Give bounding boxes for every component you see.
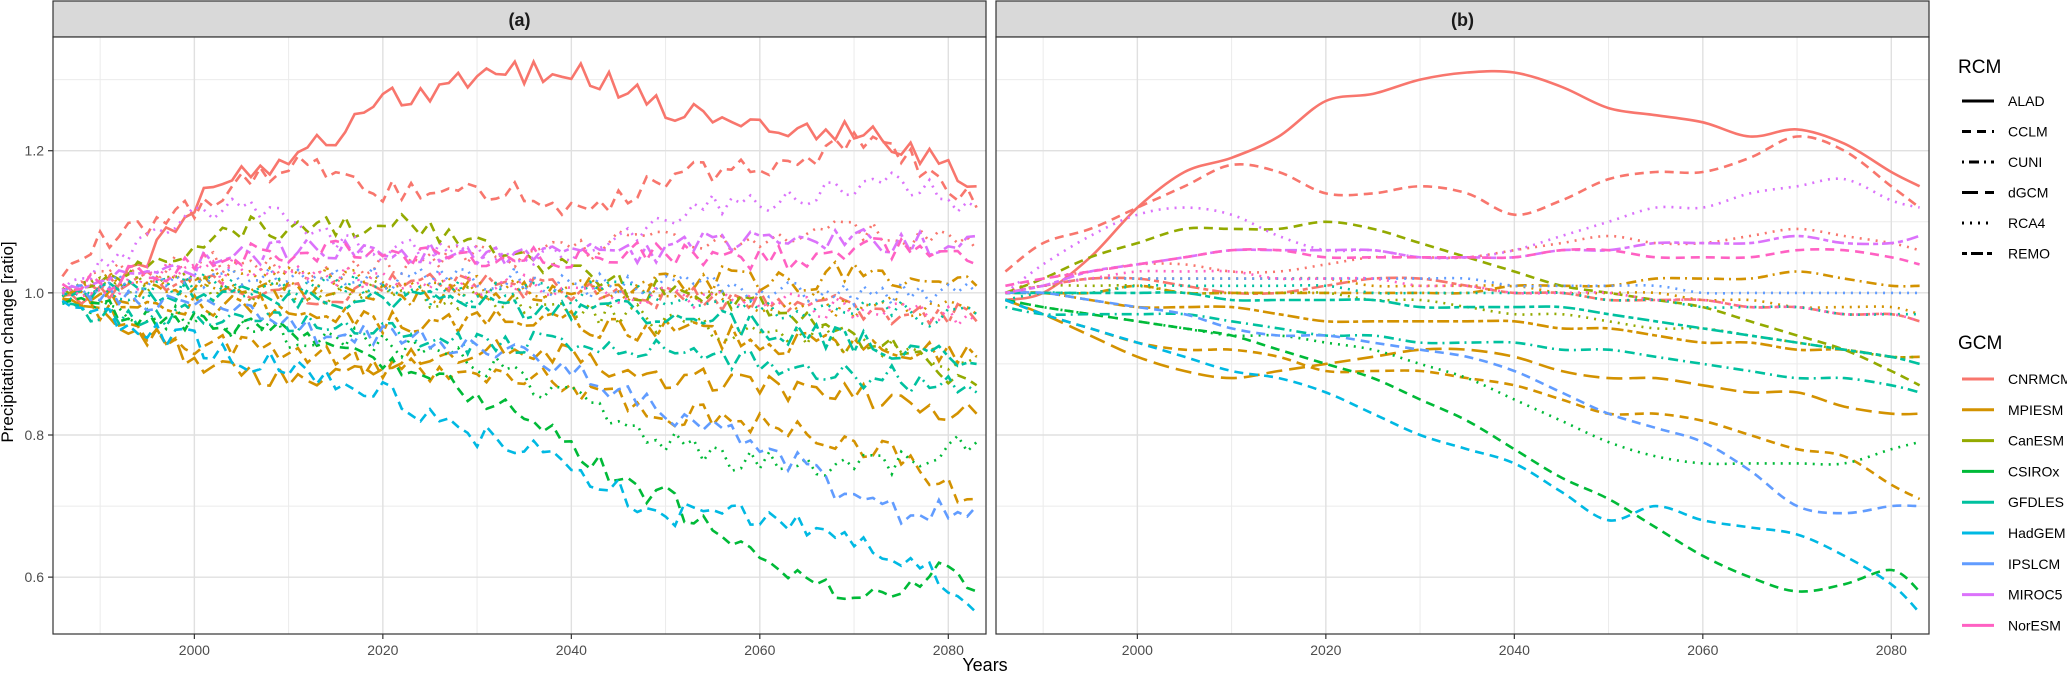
panel-a: (a) 2000 2020 2040 2060 2080 0.6 0.8 1.0 1.2 [25,0,987,658]
legend-gcm-item: NorESM [1962,617,2061,633]
series-line-hadgem-cclm [1004,298,1921,614]
legend-rcm-items: ALAD CCLM CUNI dGCM RCA4 REMO [1962,93,2050,262]
panel-title: (b) [1451,10,1474,30]
panel-strip [52,0,987,38]
legend-gcm-item: CanESM [1962,433,2064,449]
series-line-csirox-rca4 [61,293,978,478]
legend-rcm-label: ALAD [2008,93,2045,109]
series-lines [1004,69,1921,614]
series-line-mpiesm-cclm [62,297,977,504]
legend-gcm-label: IPSLCM [2008,556,2060,572]
y-tick-label: 1.2 [25,143,45,159]
series-line-ipslcm-cclm [61,284,978,526]
series-line-cnrmcm-cclm [1004,135,1921,273]
x-axis-label: Years [962,655,1007,675]
series-line-csirox-cclm [1005,298,1921,593]
series-line-mpiesm-cuni [1005,270,1920,295]
y-axis-ticks: 0.6 0.8 1.0 1.2 [25,143,53,585]
legend-gcm-item: GFDLES [1962,494,2064,510]
panel-background [996,37,1929,634]
panel-border [52,36,987,635]
legend-gcm-items: CNRMCM MPIESM CanESM CSIROx GFDLES HadGEM IPSL… [1962,371,2067,633]
series-line-ipslcm-rca4 [61,263,978,308]
series-line-hadgem-cclm [61,299,978,614]
x-tick-label: 2000 [1122,642,1153,658]
x-tick-label: 2000 [179,642,210,658]
legend-gcm-label: MIROC5 [2008,587,2063,603]
series-line-csirox-cclm [61,296,978,601]
legend-gcm-label: CSIROx [2008,463,2059,479]
legend-gcm-item: HadGEM [1962,525,2066,541]
legend-gcm-item: CNRMCM [1962,371,2067,387]
legend-rcm-item: CUNI [1962,154,2042,170]
panel-border [995,36,1930,635]
series-line-miroc5-rca4 [61,171,978,291]
series-line-cnrmcm-alad [1005,69,1921,302]
legend-rcm-item: CCLM [1962,124,2048,140]
x-tick-label: 2060 [1687,642,1718,658]
series-line-gfdles-remo [62,278,977,368]
legend-gcm-label: CanESM [2008,433,2064,449]
series-line-cnrmcm-alad [62,58,977,306]
x-tick-label: 2040 [556,642,587,658]
legend-rcm-item: RCA4 [1962,215,2046,231]
legend-gcm-label: CNRMCM [2008,371,2067,387]
series-line-noresm-rca4 [1005,269,1920,323]
legend-gcm-item: MPIESM [1962,402,2063,418]
panel-title: (a) [509,10,531,30]
x-tick-label: 2060 [744,642,775,658]
series-line-gfdles-remo [1005,291,1920,366]
legend-rcm-item: dGCM [1962,185,2048,201]
series-line-canesm-cclm [1004,220,1921,387]
legend-gcm-item: CSIROx [1962,463,2059,479]
series-line-mpiesm-remo [61,288,978,366]
legend-rcm-item: ALAD [1962,93,2045,109]
legend-rcm-label: CUNI [2008,154,2042,170]
y-tick-label: 0.8 [25,427,45,443]
legend: RCM ALAD CCLM CUNI dGCM RCA4 REMO GCM CNRMCM M… [1958,57,2067,633]
x-axis-ticks: 2000 2020 2040 2060 2080 [1122,634,1907,658]
series-line-noresm-rca4 [61,256,978,328]
series-line-ipslcm-cclm [1005,291,1920,515]
series-line-gfdles-cuni [1005,305,1920,394]
gridlines [996,37,1929,634]
x-tick-label: 2080 [1876,642,1907,658]
series-line-noresm-cclm [1005,248,1920,288]
legend-rcm-label: REMO [2008,246,2050,262]
y-tick-label: 0.6 [25,569,45,585]
legend-gcm-item: MIROC5 [1962,587,2063,603]
series-lines [61,58,978,614]
x-tick-label: 2040 [1499,642,1530,658]
legend-gcm-title: GCM [1958,333,2002,354]
series-line-miroc5-remo [61,227,977,294]
series-line-mpiesm-remo [1005,291,1920,359]
legend-gcm-label: NorESM [2008,617,2061,633]
series-line-miroc5-rca4 [1004,177,1920,294]
series-line-cnrmcm-remo [62,269,978,327]
legend-rcm-item: REMO [1962,246,2050,262]
legend-gcm-item: IPSLCM [1962,556,2060,572]
legend-rcm-label: RCA4 [2008,215,2046,231]
legend-rcm-label: CCLM [2008,124,2048,140]
x-tick-label: 2020 [1310,642,1341,658]
panel-b: (b) 2000 2020 2040 2060 2080 [995,0,1930,658]
x-tick-label: 2020 [367,642,398,658]
y-tick-label: 1.0 [25,285,45,301]
x-axis-ticks: 2000 2020 2040 2060 2080 [179,634,964,658]
legend-gcm-label: GFDLES [2008,494,2064,510]
legend-rcm-label: dGCM [2008,185,2048,201]
legend-gcm-label: MPIESM [2008,402,2063,418]
series-line-canesm-cclm [61,212,978,387]
series-line-mpiesm-cuni [62,259,978,308]
legend-rcm-title: RCM [1958,57,2001,78]
series-line-gfdles-rca4 [61,270,978,328]
series-line-gfdles-cuni [62,302,978,395]
panels: (a) 2000 2020 2040 2060 2080 0.6 0.8 1.0 1.2 (b) 20… [25,0,1930,658]
legend-gcm-label: HadGEM [2008,525,2066,541]
x-tick-label: 2080 [933,642,964,658]
y-axis-label: Precipitation change [ratio] [0,241,17,442]
series-line-noresm-cclm [61,236,978,292]
